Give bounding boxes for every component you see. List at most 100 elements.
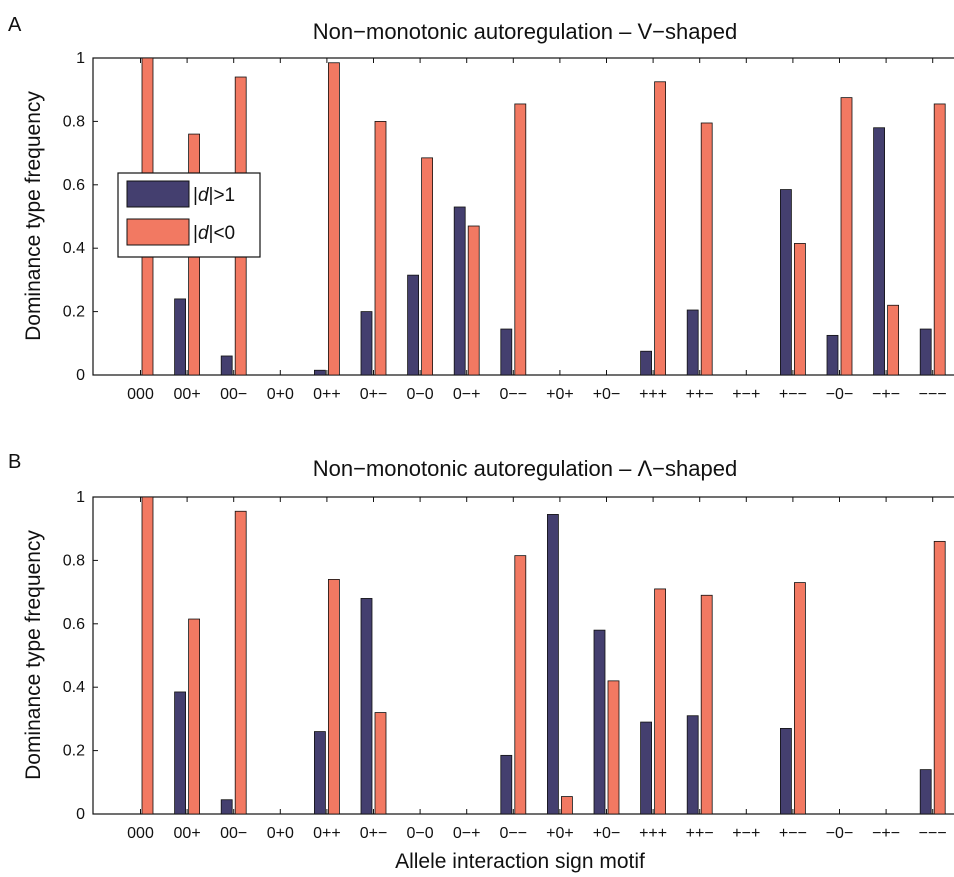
x-tick-label: 0−+: [453, 386, 481, 403]
panel-a-letter: A: [8, 14, 22, 36]
x-tick-label: 0−+: [453, 825, 481, 842]
x-tick-label: −−−: [919, 825, 947, 842]
x-tick-label: 0−0: [407, 825, 434, 842]
x-tick-label: 0−−: [500, 825, 528, 842]
bar-d-lt-0: [141, 496, 154, 815]
panel-b-bars: [141, 496, 946, 815]
bar-d-gt-1: [313, 369, 326, 376]
x-tick-label: −0−: [826, 386, 854, 403]
bar-d-gt-1: [780, 728, 792, 815]
x-tick-label: 000: [127, 825, 154, 842]
bar-d-gt-1: [547, 514, 559, 815]
panel-b-plot-frame: [92, 496, 954, 815]
bar-d-gt-1: [500, 328, 513, 376]
y-tick-label: 0: [76, 367, 85, 384]
x-tick-label: 0+0: [267, 825, 294, 842]
bar-d-lt-0: [327, 62, 340, 376]
bar-d-lt-0: [933, 103, 946, 376]
x-tick-label: ++−: [686, 825, 714, 842]
bar-d-lt-0: [561, 796, 573, 815]
panel-b-x-axis: 000 00+ 00− 0+0 0++ 0+− 0−0 0−+ 0−− +0+ +0− +++ ++− +…: [127, 497, 947, 842]
bar-d-lt-0: [887, 304, 899, 376]
bar-d-lt-0: [794, 582, 806, 815]
panel-a-bars: [141, 57, 946, 376]
bar-d-gt-1: [500, 754, 513, 815]
bar-d-gt-1: [220, 799, 233, 815]
bar-d-lt-0: [467, 225, 480, 376]
x-tick-label: −−−: [919, 386, 947, 403]
panel-a-title: Non−monotonic autoregulation – V−shaped: [313, 19, 737, 44]
x-tick-label: +0+: [546, 825, 574, 842]
bar-d-lt-0: [327, 579, 340, 815]
bar-d-gt-1: [453, 206, 466, 376]
legend-swatch-d-gt-1: [126, 180, 190, 208]
x-tick-label: +0+: [546, 386, 574, 403]
panel-a-plot-frame: [92, 57, 954, 376]
y-tick-label: 0.6: [63, 616, 85, 633]
x-tick-label: 0++: [313, 386, 341, 403]
x-tick-label: −0−: [826, 825, 854, 842]
y-tick-label: 0: [76, 806, 85, 823]
x-axis-label: Allele interaction sign motif: [395, 850, 645, 873]
bar-d-gt-1: [360, 598, 373, 815]
bar-d-lt-0: [514, 555, 527, 815]
y-tick-label: 1: [76, 489, 85, 506]
x-tick-label: +++: [639, 825, 667, 842]
panel-a-ylabel: Dominance type frequency: [22, 91, 45, 341]
bar-d-lt-0: [654, 81, 666, 376]
x-tick-label: 00−: [220, 825, 247, 842]
panel-b-letter: B: [8, 451, 21, 473]
panel-a-y-axis: 0 0.2 0.4 0.6 0.8 1: [63, 50, 98, 384]
bar-d-gt-1: [686, 309, 699, 376]
bar-d-gt-1: [593, 629, 606, 815]
x-tick-label: 00+: [174, 825, 201, 842]
x-tick-label: 0+0: [267, 386, 294, 403]
y-tick-label: 0.8: [63, 113, 85, 130]
bar-d-lt-0: [654, 588, 666, 815]
bar-d-lt-0: [514, 103, 527, 376]
bar-d-lt-0: [234, 510, 247, 815]
x-tick-label: −+−: [872, 825, 900, 842]
bar-d-gt-1: [780, 189, 792, 376]
panel-b-y-axis: 0 0.2 0.4 0.6 0.8 1: [63, 489, 98, 823]
bar-d-gt-1: [826, 334, 839, 376]
x-tick-label: +−−: [779, 825, 807, 842]
bar-d-gt-1: [640, 350, 652, 376]
panel-b: B Non−monotonic autoregulation – Λ−shape…: [8, 451, 954, 873]
bar-d-gt-1: [174, 298, 187, 376]
bar-d-gt-1: [220, 355, 233, 376]
x-tick-label: 0++: [313, 825, 341, 842]
x-tick-label: +++: [639, 386, 667, 403]
bar-d-gt-1: [360, 311, 373, 376]
bar-d-gt-1: [873, 127, 885, 376]
y-tick-label: 0.8: [63, 552, 85, 569]
panel-a-x-axis: 000 00+ 00− 0+0 0++ 0+− 0−0 0−+ 0−− +0+ +0− +++ ++− +…: [127, 58, 947, 403]
x-tick-label: 0−0: [407, 386, 434, 403]
x-tick-label: 00+: [174, 386, 201, 403]
y-tick-label: 0.4: [63, 240, 85, 257]
bar-d-gt-1: [919, 769, 932, 815]
panel-b-ylabel: Dominance type frequency: [22, 530, 45, 780]
bar-d-gt-1: [686, 715, 699, 815]
bar-d-lt-0: [374, 121, 387, 376]
y-tick-label: 0.4: [63, 679, 85, 696]
x-tick-label: 000: [127, 386, 154, 403]
legend: |d|>1 |d|<0: [117, 172, 261, 258]
x-tick-label: +−+: [732, 386, 760, 403]
x-tick-label: ++−: [686, 386, 714, 403]
bar-d-lt-0: [188, 618, 201, 815]
bar-d-lt-0: [840, 97, 853, 376]
bar-d-lt-0: [700, 594, 713, 815]
y-tick-label: 0.6: [63, 177, 85, 194]
x-tick-label: +−−: [779, 386, 807, 403]
bar-d-gt-1: [919, 328, 932, 376]
x-tick-label: −+−: [872, 386, 900, 403]
x-tick-label: +−+: [732, 825, 760, 842]
bar-d-lt-0: [374, 712, 387, 815]
panel-a: A Non−monotonic autoregulation – V−shape…: [8, 14, 954, 403]
bar-d-lt-0: [794, 243, 806, 376]
y-tick-label: 0.2: [63, 743, 85, 760]
y-tick-label: 0.2: [63, 304, 85, 321]
bar-d-gt-1: [407, 274, 420, 376]
